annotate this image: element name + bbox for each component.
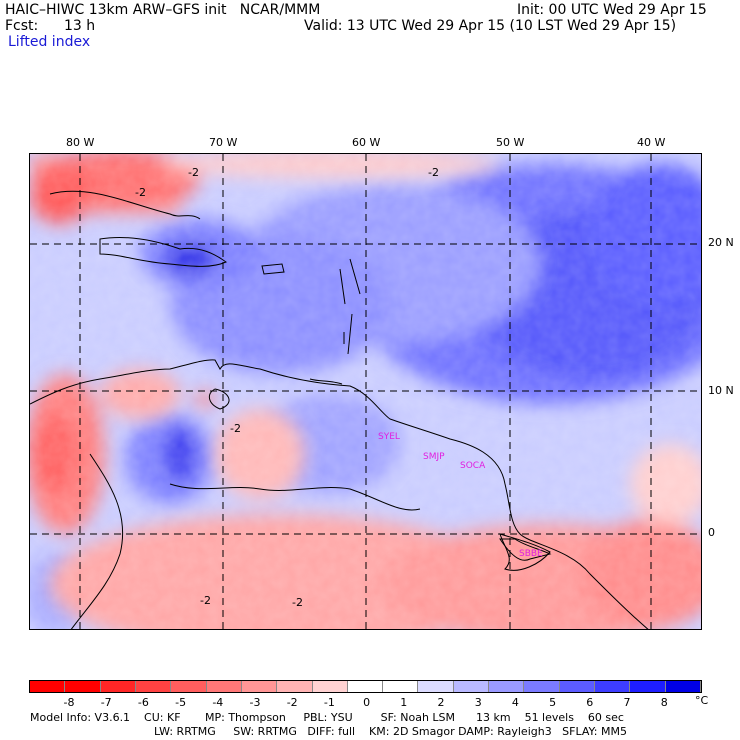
colorbar-tick-label: -6 (137, 696, 149, 709)
colorbar-swatch (135, 681, 172, 692)
colorbar-tick-label: -7 (100, 696, 112, 709)
colorbar-tick-label: -8 (63, 696, 75, 709)
station-label: SYEL (378, 432, 400, 442)
colorbar-tick-label: -4 (212, 696, 224, 709)
colorbar-swatch (383, 681, 419, 692)
colorbar-swatch (347, 681, 384, 692)
lon-label-50w: 50 W (496, 136, 525, 149)
colorbar-tick-label: 7 (623, 696, 631, 709)
map-svg (30, 154, 701, 629)
colorbar-swatch (453, 681, 490, 692)
lat-label-20n: 20 N (708, 236, 734, 249)
colorbar-tick-label: -5 (175, 696, 187, 709)
colorbar-swatch (277, 681, 313, 692)
init-time: Init: 00 UTC Wed 29 Apr 15 (517, 2, 707, 18)
field-texture (30, 154, 701, 629)
field-name: Lifted index (8, 34, 91, 50)
lat-lon-grid (30, 154, 701, 629)
valid-time: Valid: 13 UTC Wed 29 Apr 15 (10 LST Wed … (304, 18, 677, 34)
colorbar-swatch (312, 681, 348, 692)
colorbar-tick-label: 3 (474, 696, 482, 709)
contour-label: -2 (428, 166, 439, 179)
colorbar-swatch (100, 681, 136, 692)
station-label: SMJP (423, 452, 445, 462)
contour-label: -2 (188, 166, 199, 179)
colorbar-tick-label: -2 (286, 696, 298, 709)
coastlines (30, 190, 649, 629)
colorbar-tick-label: 2 (437, 696, 445, 709)
colorbar-swatch (418, 681, 454, 692)
lon-label-70w: 70 W (209, 136, 238, 149)
station-label: SBBE (519, 549, 543, 559)
colorbar-swatch (665, 681, 701, 692)
colorbar-swatch (241, 681, 278, 692)
colorbar-unit: °C (695, 694, 709, 707)
colorbar (29, 680, 702, 693)
colorbar-swatch (171, 681, 207, 692)
contour-label: -2 (230, 422, 241, 435)
colorbar-swatch (524, 681, 560, 692)
colorbar-swatch (30, 681, 66, 692)
colorbar-tick-label: 8 (660, 696, 668, 709)
lat-label-10n: 10 N (708, 384, 734, 397)
fcst-value: 13 h (64, 18, 96, 34)
contour-label: -2 (200, 594, 211, 607)
colorbar-swatch (559, 681, 595, 692)
colorbar-swatch (630, 681, 666, 692)
lon-label-40w: 40 W (637, 136, 666, 149)
colorbar-tick-label: -1 (323, 696, 335, 709)
colorbar-tick-label: 4 (511, 696, 519, 709)
colorbar-tick-label: 6 (586, 696, 594, 709)
plot-title: HAIC–HIWC 13km ARW–GFS init NCAR/MMM (5, 2, 321, 18)
model-info-line2: LW: RRTMG SW: RRTMG DIFF: full KM: 2D Sm… (154, 725, 627, 738)
lifted-index-map: -2 -2 -2 -2 -2 -2 SYEL SMJP SOCA SBBE (29, 153, 702, 630)
colorbar-tick-label: 0 (363, 696, 371, 709)
lat-label-0: 0 (708, 526, 715, 539)
contour-label: -2 (292, 596, 303, 609)
fcst-label: Fcst: (5, 18, 39, 34)
model-info-line1: Model Info: V3.6.1 CU: KF MP: Thompson P… (30, 711, 624, 724)
colorbar-swatch (489, 681, 525, 692)
lon-label-80w: 80 W (66, 136, 95, 149)
station-label: SOCA (460, 461, 486, 471)
colorbar-swatch (595, 681, 631, 692)
contour-label: -2 (135, 186, 146, 199)
colorbar-tick-label: 1 (400, 696, 408, 709)
lon-label-60w: 60 W (352, 136, 381, 149)
colorbar-tick-label: 5 (549, 696, 557, 709)
colorbar-swatch (65, 681, 101, 692)
colorbar-swatch (206, 681, 242, 692)
colorbar-tick-label: -3 (249, 696, 261, 709)
